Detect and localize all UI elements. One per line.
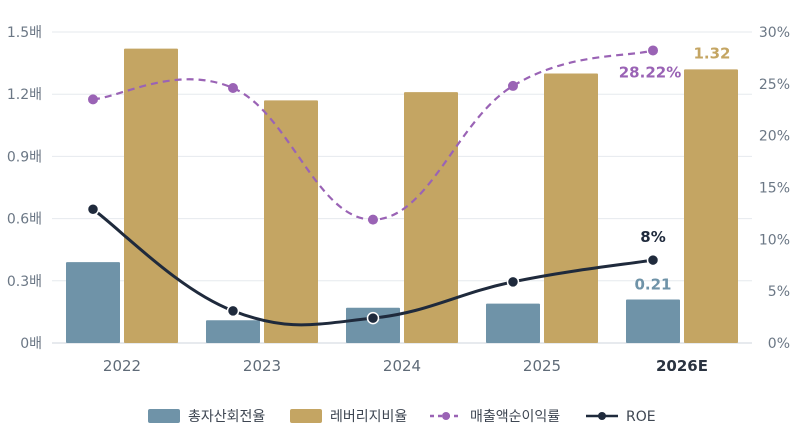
y-left-tick-label: 0.6배 xyxy=(7,212,42,228)
bar xyxy=(66,262,120,343)
legend-label: 매출액순이익률 xyxy=(470,409,560,425)
legend-item[interactable]: 총자산회전율 xyxy=(148,409,265,425)
y-right-tick-label: 15% xyxy=(759,181,790,197)
x-tick-label: 2023 xyxy=(243,357,281,375)
bar xyxy=(684,69,738,343)
annotations: 1.32 28.22% 8% 0.21 xyxy=(619,44,731,293)
legend-item[interactable]: 매출액순이익률 xyxy=(430,409,560,425)
legend-label: 레버리지비율 xyxy=(330,409,407,425)
y-right-tick-label: 0% xyxy=(768,336,790,352)
x-tick-label: 2024 xyxy=(383,357,421,375)
legend-swatch-dot xyxy=(442,412,450,420)
bar xyxy=(206,320,260,343)
data-point xyxy=(648,45,658,56)
data-label: 28.22% xyxy=(619,63,681,81)
data-point xyxy=(506,275,520,289)
data-label: 0.21 xyxy=(634,275,671,293)
legend-swatch xyxy=(148,409,180,423)
y-right-tick-label: 30% xyxy=(759,25,790,41)
data-point xyxy=(226,304,240,318)
x-tick-label: 2025 xyxy=(523,357,561,375)
data-point xyxy=(368,214,378,225)
bar xyxy=(544,73,598,343)
data-label: 8% xyxy=(640,228,665,246)
data-point xyxy=(88,94,98,105)
legend-swatch-dot xyxy=(598,412,606,420)
data-point xyxy=(508,80,518,91)
data-point xyxy=(646,253,660,267)
legend-item[interactable]: ROE xyxy=(586,409,656,425)
y-right-tick-label: 25% xyxy=(759,77,790,93)
y-right-tick-label: 10% xyxy=(759,232,790,248)
y-left-tick-label: 1.5배 xyxy=(7,25,42,41)
bar xyxy=(124,48,178,343)
x-tick-label: 2022 xyxy=(103,357,141,375)
legend-label: 총자산회전율 xyxy=(188,409,265,425)
data-label: 1.32 xyxy=(693,44,730,62)
data-point xyxy=(86,203,100,216)
x-tick-label: 2026E xyxy=(656,357,708,375)
bars xyxy=(66,48,738,343)
y-left-tick-label: 0.9배 xyxy=(7,149,42,165)
legend[interactable]: 총자산회전율 레버리지비율 매출액순이익률 ROE xyxy=(148,409,656,425)
data-point xyxy=(228,82,238,93)
lines xyxy=(86,45,660,327)
y-left-tick-label: 0.3배 xyxy=(7,274,42,290)
axes: 0배 0.3배 0.6배 0.9배 1.2배 1.5배 0% 5% 10% 15% 20% 25% 30… xyxy=(7,25,790,375)
legend-swatch xyxy=(290,409,322,423)
data-point xyxy=(366,311,380,325)
bar xyxy=(264,100,318,343)
legend-item[interactable]: 레버리지비율 xyxy=(290,409,407,425)
legend-label: ROE xyxy=(626,409,656,425)
y-right-tick-label: 20% xyxy=(759,129,790,145)
y-right-tick-label: 5% xyxy=(768,284,790,300)
bar xyxy=(486,303,540,343)
bar xyxy=(626,299,680,343)
y-left-tick-label: 0배 xyxy=(20,336,42,352)
bar xyxy=(404,92,458,343)
y-left-tick-label: 1.2배 xyxy=(7,87,42,103)
